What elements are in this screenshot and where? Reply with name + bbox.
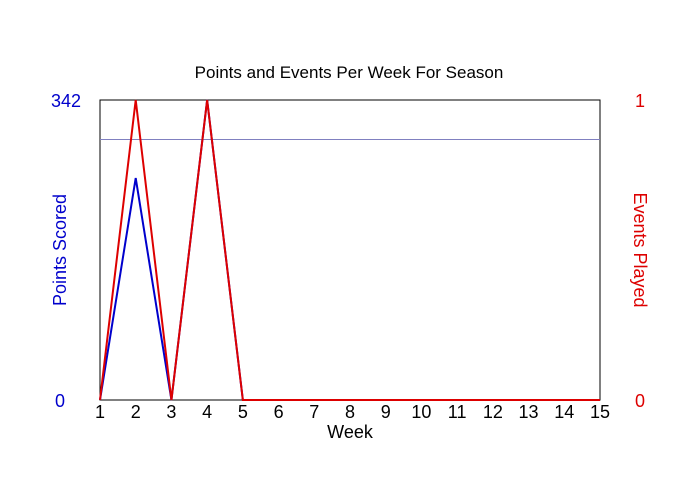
x-axis-ticks: 1 2 3 4 5 6 7 8 9 10 11 12 13 14 15: [95, 402, 610, 422]
x-tick-label: 5: [238, 402, 248, 422]
x-tick-label: 7: [309, 402, 319, 422]
chart-title: Points and Events Per Week For Season: [195, 63, 504, 82]
x-tick-label: 11: [448, 402, 467, 422]
left-axis-max-label: 342: [51, 91, 81, 111]
x-tick-label: 8: [345, 402, 355, 422]
x-tick-label: 12: [483, 402, 503, 422]
right-axis-max-label: 1: [635, 91, 645, 111]
x-tick-label: 4: [202, 402, 212, 422]
x-axis-label: Week: [327, 422, 374, 442]
x-tick-label: 9: [381, 402, 391, 422]
x-tick-label: 2: [131, 402, 141, 422]
x-tick-label: 13: [519, 402, 539, 422]
series-layer: [99, 99, 600, 401]
x-tick-label: 10: [411, 402, 431, 422]
x-tick-label: 14: [554, 402, 574, 422]
series-line-events-played: [99, 99, 600, 401]
left-axis-min-label: 0: [55, 391, 65, 411]
plot-area-frame: [99, 99, 601, 401]
x-tick-label: 3: [166, 402, 176, 422]
left-axis-label: Points Scored: [50, 194, 70, 306]
x-tick-label: 6: [274, 402, 284, 422]
x-tick-label: 15: [590, 402, 610, 422]
x-tick-label: 1: [95, 402, 105, 422]
right-axis-label: Events Played: [630, 192, 650, 307]
right-axis-min-label: 0: [635, 391, 645, 411]
